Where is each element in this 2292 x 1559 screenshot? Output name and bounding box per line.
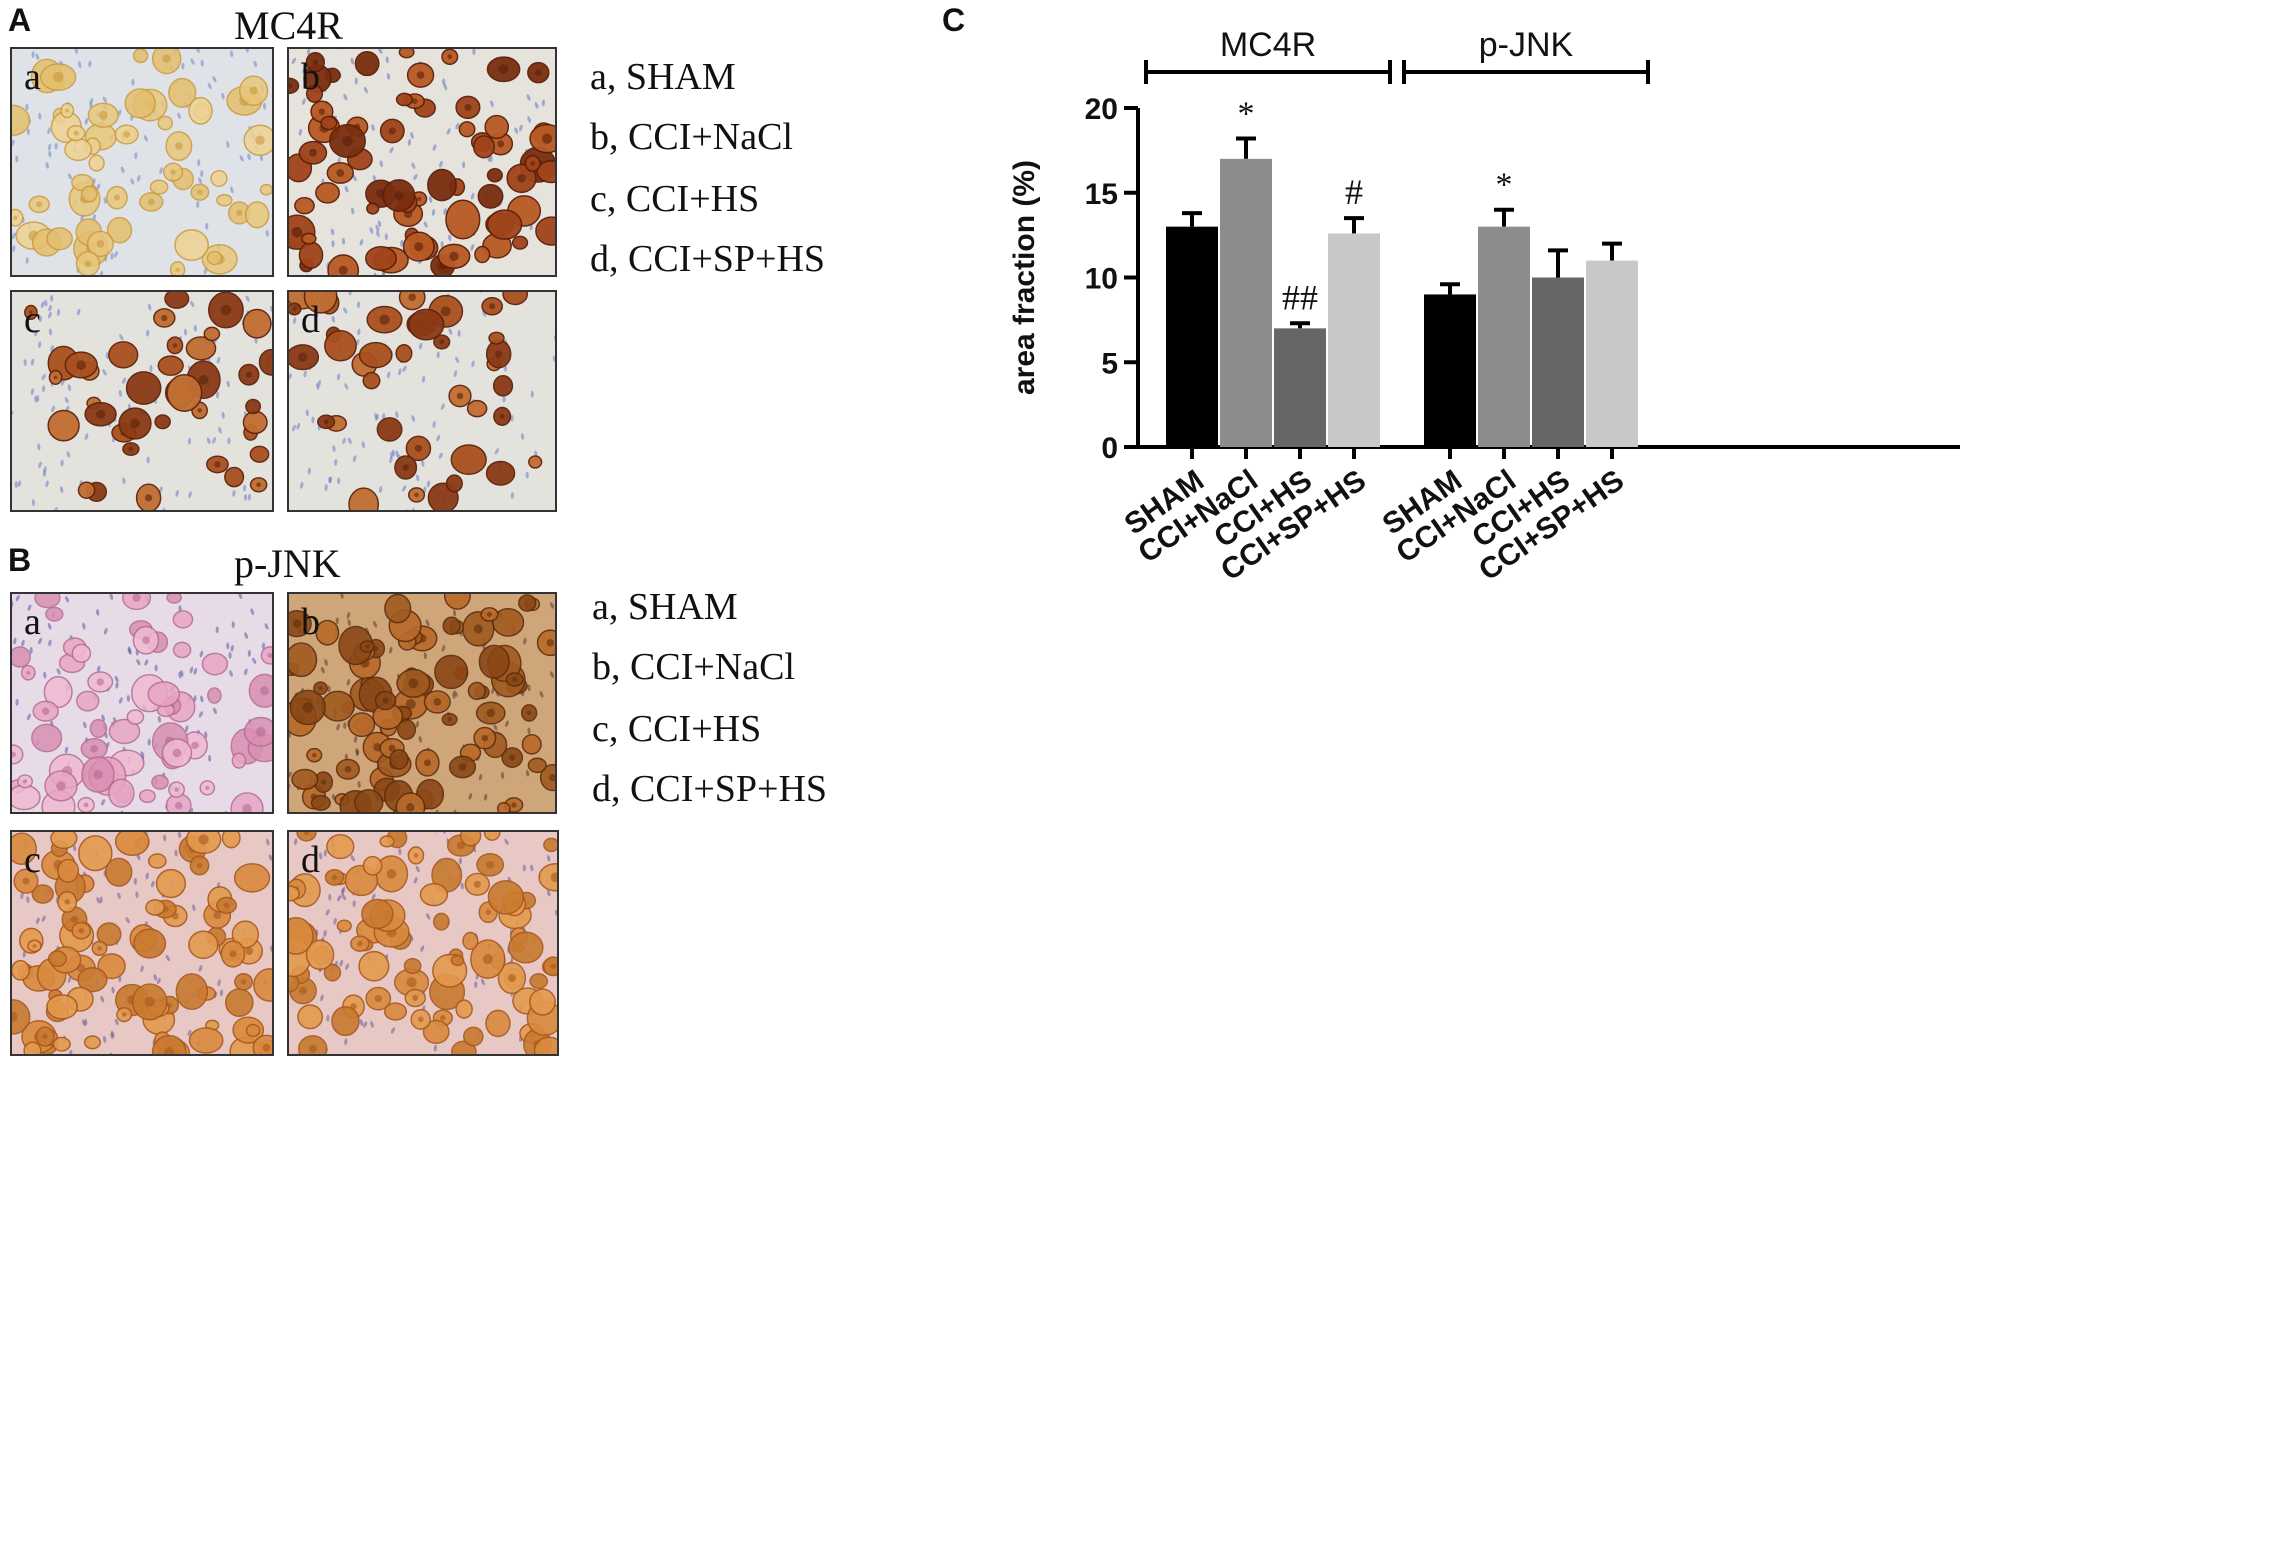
micrograph-label: b (301, 601, 320, 643)
micrograph-image (289, 49, 555, 275)
micrograph-mc4r-c: c (10, 290, 274, 512)
bar-mc4r-cci+nacl (1220, 158, 1272, 447)
bar-mc4r-sham (1166, 226, 1218, 447)
y-tick-label: 0 (1101, 432, 1118, 465)
y-tick-label: 10 (1085, 263, 1118, 296)
significance-mark: * (1238, 96, 1255, 133)
micrograph-pjnk-d: d (287, 830, 559, 1056)
legend-item: a, SHAM (590, 56, 736, 98)
bar-chart: 05101520SHAM*CCI+NaCl##CCI+HS#CCI+SP+HSM… (1008, 26, 1960, 587)
legend-item: a, SHAM (592, 586, 738, 628)
micrograph-image (289, 594, 555, 812)
y-tick-label: 20 (1085, 93, 1118, 126)
legend-item: c, CCI+HS (592, 708, 762, 750)
panel-a-title: MC4R (234, 3, 343, 48)
legend-item: b, CCI+NaCl (590, 116, 793, 158)
legend-item: c, CCI+HS (590, 178, 760, 220)
micrograph-label: d (301, 299, 320, 341)
micrograph-label: c (24, 299, 41, 341)
bar-p-jnk-cci+nacl (1478, 226, 1530, 447)
significance-mark: ## (1282, 277, 1318, 317)
y-axis-label: area fraction (%) (1008, 160, 1041, 395)
micrograph-image (12, 49, 272, 275)
significance-mark: * (1496, 167, 1513, 204)
micrograph-image (12, 832, 272, 1054)
micrograph-mc4r-a: a (10, 47, 274, 277)
micrograph-image (289, 292, 555, 510)
bar-p-jnk-cci+sp+hs (1586, 260, 1638, 447)
micrograph-pjnk-a: a (10, 592, 274, 814)
panel-b-letter: B (8, 542, 32, 578)
bar-p-jnk-cci+hs (1532, 277, 1584, 447)
micrograph-label: a (24, 56, 41, 98)
micrograph-pjnk-b: b (287, 592, 557, 814)
y-tick-label: 5 (1101, 347, 1118, 380)
panel-c-letter: C (942, 2, 966, 38)
micrograph-mc4r-b: b (287, 47, 557, 277)
legend-item: b, CCI+NaCl (592, 646, 795, 688)
bar-mc4r-cci+sp+hs (1328, 233, 1380, 447)
y-tick-label: 15 (1085, 178, 1118, 211)
micrograph-image (12, 292, 272, 510)
group-label: p-JNK (1479, 26, 1574, 64)
micrograph-label: b (301, 56, 320, 98)
micrograph-label: a (24, 601, 41, 643)
micrograph-image (12, 594, 272, 812)
bar-mc4r-cci+hs (1274, 328, 1326, 447)
micrograph-label: d (301, 839, 320, 881)
group-label: MC4R (1220, 26, 1316, 64)
significance-mark: # (1345, 172, 1363, 212)
micrograph-label: c (24, 839, 41, 881)
panel-b-title: p-JNK (234, 541, 341, 586)
micrograph-image (289, 832, 557, 1054)
micrograph-pjnk-c: c (10, 830, 274, 1056)
legend-item: d, CCI+SP+HS (592, 768, 828, 810)
legend-item: d, CCI+SP+HS (590, 238, 826, 280)
micrograph-mc4r-d: d (287, 290, 557, 512)
panel-a-letter: A (8, 2, 32, 38)
bar-p-jnk-sham (1424, 294, 1476, 447)
